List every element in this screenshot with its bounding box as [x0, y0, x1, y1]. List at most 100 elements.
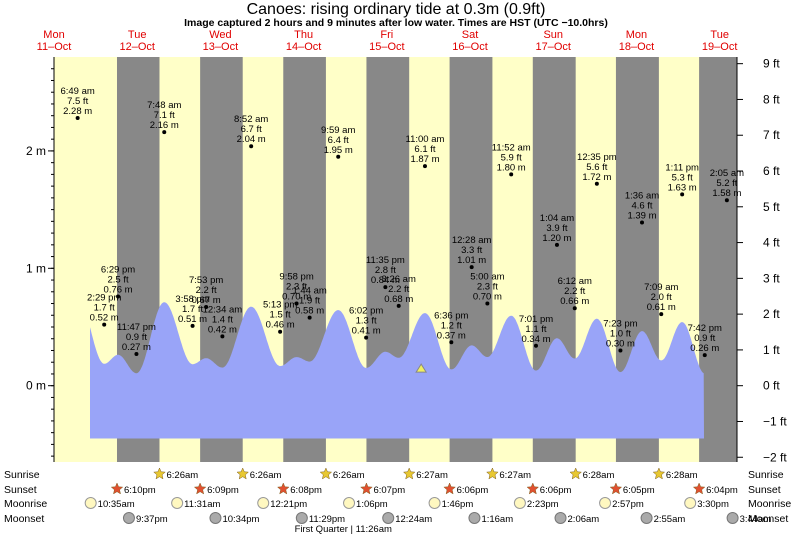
sunrise-row-label-left: Sunrise [4, 469, 40, 481]
high-tide-mark: 1:36 am4.6 ft1.39 m [625, 191, 659, 225]
day-date: 11–Oct [37, 41, 72, 53]
tide-height-ft: 3.3 ft [461, 245, 482, 256]
moonset-icon [209, 512, 222, 524]
moonrise-event: 1:06pm [343, 497, 388, 510]
tide-height-m: 0.51 m [178, 314, 207, 325]
tide-height-m: 2.04 m [237, 134, 266, 145]
day-of-week: Tue [710, 29, 729, 41]
moonset-event: 1:16am [468, 512, 513, 525]
moonrise-icon [513, 497, 526, 509]
moonrise-event: 10:35am [84, 497, 135, 510]
tide-height-ft: 2.3 ft [286, 282, 307, 293]
low-tide-mark: 5:13 pm1.5 ft0.46 m [263, 300, 297, 334]
moonset-row-label-left: Moonset [4, 513, 44, 525]
moonset-event: 2:06am [554, 512, 599, 525]
sunset-row-label-left: Sunset [4, 484, 37, 496]
sunrise-icon [236, 467, 250, 480]
low-tide-mark: 6:02 pm1.3 ft0.41 m [349, 306, 383, 340]
chart-header: Canoes: rising ordinary tide at 0.3m (0.… [184, 1, 608, 29]
tide-height-ft: 1.9 ft [299, 296, 320, 307]
moonrise-time: 1:06pm [356, 499, 388, 510]
sunset-icon [443, 482, 456, 495]
tide-point [572, 306, 577, 311]
low-tide-mark: 12:34 am1.4 ft0.42 m [203, 304, 242, 339]
tide-height-ft: 2.2 ft [196, 285, 217, 296]
sunset-event: 6:08pm [276, 482, 322, 496]
moonrise-icon [171, 497, 184, 509]
tide-height-m: 0.61 m [647, 302, 676, 313]
tide-height-ft: 2.0 ft [651, 292, 672, 303]
tide-height-m: 0.52 m [90, 313, 119, 324]
sunrise-icon [569, 467, 583, 480]
right-axis-tick-label: 1 ft [763, 343, 780, 357]
low-tide-mark: 5:00 am2.3 ft0.70 m [470, 272, 505, 306]
tide-point [383, 285, 388, 290]
tide-height-m: 1.72 m [582, 172, 611, 183]
tide-height-m: 1.95 m [324, 145, 353, 156]
tide-point [75, 116, 80, 121]
tide-time: 1:36 am [625, 191, 659, 202]
tide-time: 6:12 am [558, 276, 592, 287]
tide-time: 2:29 pm [87, 293, 121, 304]
right-axis-tick-label: 3 ft [763, 271, 780, 285]
right-axis-tick-label: 8 ft [763, 92, 780, 106]
moonset-time: 2:55am [654, 514, 686, 525]
tide-height-ft: 2.3 ft [477, 282, 498, 293]
tide-time: 8:52 am [234, 114, 268, 125]
tide-time: 7:09 am [644, 282, 678, 293]
moonrise-event: 1:46pm [428, 497, 473, 510]
high-tide-mark: 12:28 am3.3 ft1.01 m [452, 235, 492, 270]
sunset-time: 6:08pm [290, 485, 322, 496]
tide-point [307, 315, 312, 320]
tide-time: 7:53 pm [189, 275, 223, 286]
sunset-time: 6:04pm [706, 485, 738, 496]
day-date: 14–Oct [286, 41, 321, 53]
right-axis-tick-label: 6 ft [763, 164, 780, 178]
sunset-icon [276, 482, 290, 495]
moonset-time: 12:24am [395, 514, 432, 525]
low-tide-mark: 3:58 pm1.7 ft0.51 m [175, 294, 210, 328]
sunset-time: 6:06pm [540, 485, 572, 496]
moonset-time: 9:37pm [136, 514, 168, 525]
moonset-icon [554, 512, 567, 524]
tide-height-ft: 7.5 ft [67, 96, 88, 107]
tide-height-ft: 5.6 ft [586, 162, 607, 173]
moonrise-time: 2:23pm [527, 499, 559, 510]
tide-time: 7:23 pm [603, 318, 637, 329]
moon-phase-label: First Quarter | 11:26am [295, 524, 392, 535]
tide-time: 1:11 pm [665, 162, 699, 173]
tide-height-m: 0.37 m [437, 330, 466, 341]
low-tide-mark: 3:26 am2.2 ft0.68 m [382, 274, 416, 308]
tide-height-ft: 1.1 ft [525, 324, 546, 335]
tide-time: 11:35 pm [366, 255, 405, 266]
tide-point [640, 220, 645, 225]
tide-time: 12:28 am [452, 235, 492, 246]
moonset-icon [122, 512, 135, 524]
day-of-week: Mon [626, 29, 647, 41]
high-tide-mark: 1:11 pm5.3 ft1.63 m [665, 162, 699, 197]
tide-point [422, 164, 427, 169]
sunset-icon [360, 482, 373, 495]
tide-height-m: 0.70 m [282, 292, 311, 303]
tide-height-m: 2.16 m [150, 120, 179, 131]
sunset-time: 6:10pm [124, 485, 156, 496]
tide-height-ft: 1.0 ft [610, 328, 631, 339]
tide-height-ft: 2.2 ft [388, 284, 409, 295]
high-tide-mark: 12:35 pm5.6 ft1.72 m [577, 152, 617, 186]
sunset-event: 6:07pm [360, 482, 405, 496]
axes: 0 m 1 m 2 m 9 ft 8 ft 7 ft 6 ft 5 ft 4 ft 3 ft 2 f… [26, 57, 787, 465]
tide-time: 7:48 am [147, 100, 181, 111]
sunset-icon [609, 482, 623, 495]
high-tide-mark: 11:00 am6.1 ft1.87 m [406, 134, 445, 169]
tide-height-m: 1.39 m [627, 211, 656, 222]
day-date: 15–Oct [369, 41, 404, 53]
day-of-week: Mon [43, 29, 64, 41]
tide-height-m: 0.42 m [208, 324, 237, 335]
moonset-event: 9:37pm [122, 512, 168, 525]
day-date: 19–Oct [702, 41, 737, 53]
tide-height-m: 0.34 m [521, 334, 550, 345]
tide-time: 1:44 am [292, 286, 326, 297]
high-tide-mark: 2:05 am5.2 ft1.58 m [710, 168, 744, 203]
sunset-icon [692, 482, 706, 495]
